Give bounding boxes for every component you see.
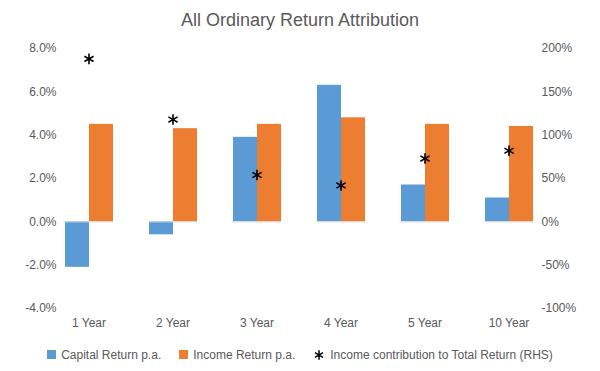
svg-text:3 Year: 3 Year [240,316,274,330]
html-text:Income contribution to Total R: Income contribution to Total Return (RHS… [330,347,553,362]
svg-text:-50%: -50% [542,258,570,272]
svg-text:-100%: -100% [542,301,577,315]
html-text:All Ordinary Return Attributio: All Ordinary Return Attribution [180,10,419,30]
svg-text:6.0%: 6.0% [29,85,57,99]
svg-text:150%: 150% [542,85,573,99]
svg-text:-4.0%: -4.0% [25,301,57,315]
svg-text:-2.0%: -2.0% [25,258,57,272]
svg-text:200%: 200% [542,41,573,55]
svg-text:5 Year: 5 Year [408,316,442,330]
svg-text:4 Year: 4 Year [324,316,358,330]
svg-text:4.0%: 4.0% [29,128,57,142]
svg-text:50%: 50% [542,171,566,185]
html-text:Income Return p.a.: Income Return p.a. [193,347,296,362]
svg-text:10 Year: 10 Year [489,316,530,330]
svg-text:2.0%: 2.0% [29,171,57,185]
svg-text:8.0%: 8.0% [29,41,57,55]
svg-text:1 Year: 1 Year [72,316,106,330]
svg-text:0%: 0% [542,215,560,229]
svg-text:2 Year: 2 Year [156,316,190,330]
svg-text:100%: 100% [542,128,573,142]
html-text:Capital Return p.a.: Capital Return p.a. [61,347,162,362]
svg-text:0.0%: 0.0% [29,215,57,229]
